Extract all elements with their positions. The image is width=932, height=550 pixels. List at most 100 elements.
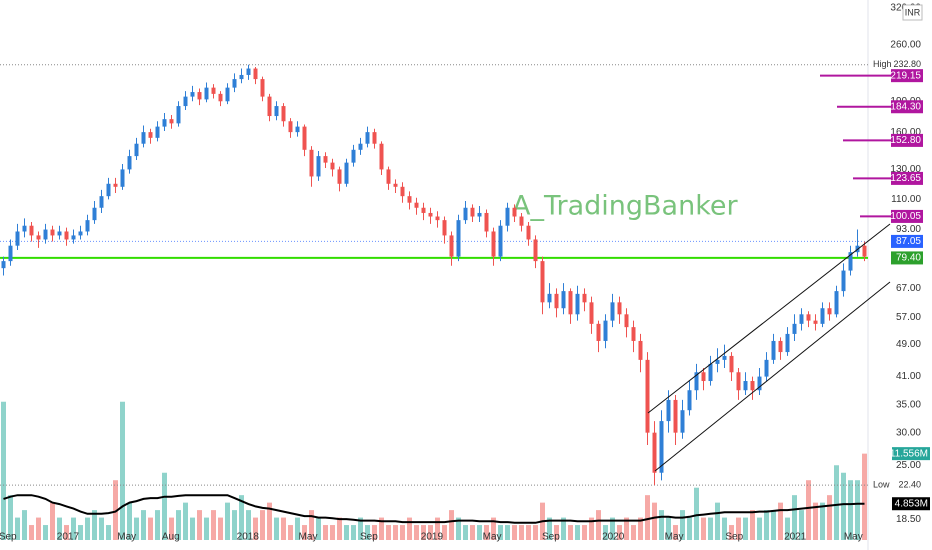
volume-bar (148, 517, 153, 540)
candle-body (169, 119, 174, 124)
volume-bar (526, 525, 531, 540)
y-tick-label: 30.00 (896, 427, 921, 438)
candle-body (603, 320, 608, 341)
candle-body (806, 314, 811, 321)
candle-body (351, 149, 356, 163)
volume-bar (645, 495, 650, 540)
x-tick-label: May (117, 532, 136, 543)
x-tick-label: May (299, 532, 318, 543)
volume-bar (358, 517, 363, 540)
candle-body (197, 92, 202, 100)
volume-bar (344, 525, 349, 540)
volume-bar (596, 510, 601, 540)
target-value: 100.05 (890, 211, 921, 222)
x-tick-label: 2019 (421, 532, 444, 543)
volume-bar (855, 480, 860, 540)
candle-body (358, 143, 363, 150)
volume-bar (253, 517, 258, 540)
candle-body (295, 126, 300, 133)
candle-body (218, 93, 223, 102)
candle-body (477, 212, 482, 217)
volume-bar (57, 517, 62, 540)
x-tick-label: May (665, 532, 684, 543)
volume-bar (78, 525, 83, 540)
volume-bar (176, 510, 181, 540)
volume-bar (36, 517, 41, 540)
volume-bar (246, 510, 251, 540)
hi-lo-tag (892, 478, 924, 492)
y-tick-label: 110.00 (891, 194, 921, 205)
volume-tag (892, 447, 930, 461)
volume-bar (589, 517, 594, 540)
candle-body (631, 327, 636, 341)
candle-body (407, 196, 412, 203)
candle-body (862, 245, 867, 257)
hi-lo-name: Low (873, 479, 890, 489)
volume-bar (1, 401, 6, 540)
y-tick-label: 93.00 (896, 224, 921, 235)
candle-body (393, 183, 398, 187)
y-tick-label: 25.00 (896, 460, 921, 471)
volume-bar (708, 517, 713, 540)
hi-lo-value: 22.40 (898, 479, 921, 489)
volume-bar (715, 502, 720, 540)
volume-bar (393, 525, 398, 540)
candle-body (792, 323, 797, 334)
candle-body (834, 291, 839, 315)
volume-bar (694, 487, 699, 540)
candle-body (113, 183, 118, 187)
x-tick-label: Sep (725, 532, 743, 543)
volume-bar (659, 510, 664, 540)
volume-bar (491, 517, 496, 540)
candle-body (22, 225, 27, 232)
support-value: 79.40 (896, 253, 921, 264)
candle-body (827, 308, 832, 315)
volume-bar (99, 517, 104, 540)
candle-body (330, 162, 335, 170)
candle-body (715, 359, 720, 364)
volume-bar (813, 502, 818, 540)
candle-body (722, 355, 727, 360)
volume-bar (456, 517, 461, 540)
volume-bar (701, 517, 706, 540)
volume-bar (281, 517, 286, 540)
channel-lower (654, 281, 891, 472)
volume-bar (386, 525, 391, 540)
candle-body (575, 293, 580, 315)
volume-bar (806, 480, 811, 540)
candle-body (687, 390, 692, 411)
volume-bar (155, 510, 160, 540)
volume-bar (197, 510, 202, 540)
volume-bar (43, 525, 48, 540)
candle-body (176, 106, 181, 124)
candle-body (757, 376, 762, 391)
candle-body (491, 231, 496, 257)
volume-bar (582, 525, 587, 540)
volume-bar (141, 510, 146, 540)
candle-body (372, 132, 377, 144)
target-value: 184.30 (890, 101, 921, 112)
volume-bar (22, 510, 27, 540)
candle-body (540, 261, 545, 303)
volume-bar (120, 401, 125, 540)
candle-body (848, 252, 853, 271)
volume-bar (631, 525, 636, 540)
candle-body (554, 293, 559, 309)
x-tick-label: Sep (0, 532, 17, 543)
candle-body (302, 126, 307, 150)
volume-bar (414, 525, 419, 540)
volume-bar (519, 525, 524, 540)
candle-body (694, 372, 699, 391)
volume-bar (771, 510, 776, 540)
candle-body (414, 202, 419, 208)
candle-body (743, 381, 748, 391)
volume-ma-line (3, 494, 865, 524)
candle-body (624, 314, 629, 328)
candle-body (15, 231, 20, 246)
candle-body (582, 293, 587, 303)
volume-bar (652, 502, 657, 540)
candle-body (512, 207, 517, 217)
candle-body (162, 119, 167, 127)
volume-bar (183, 502, 188, 540)
